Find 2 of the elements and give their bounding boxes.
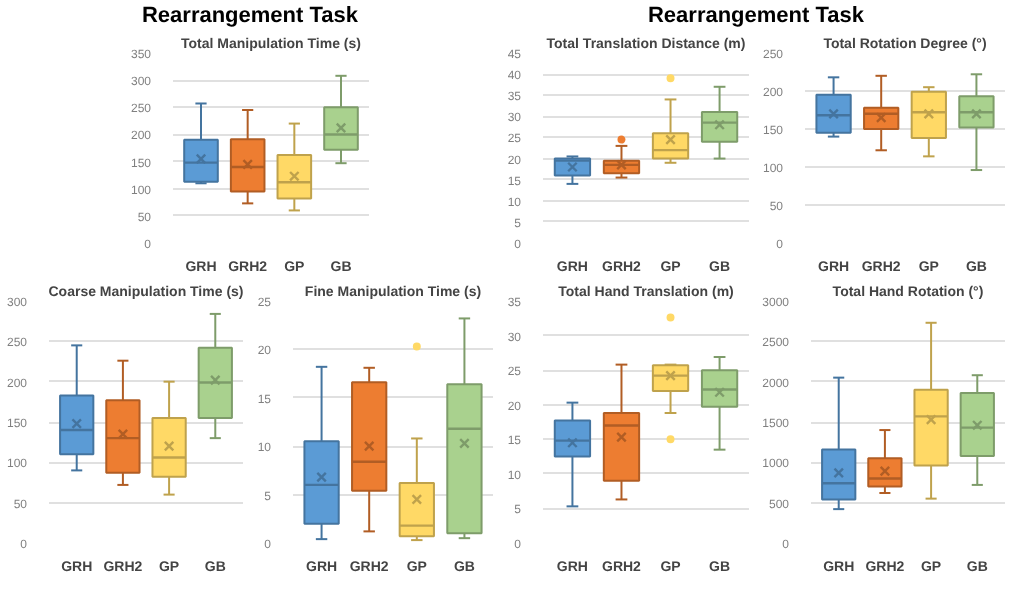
text: Rearrangement Task (141, 2, 358, 32)
text: Rearrangement Task (647, 2, 864, 32)
